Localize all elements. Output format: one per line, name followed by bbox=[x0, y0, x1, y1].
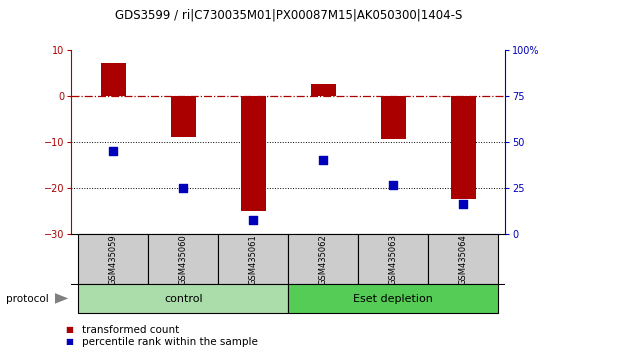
Bar bbox=[358, 234, 428, 285]
Text: ■: ■ bbox=[65, 325, 73, 335]
Point bbox=[108, 148, 118, 154]
Bar bbox=[218, 234, 288, 285]
Text: GSM435061: GSM435061 bbox=[249, 234, 258, 285]
Bar bbox=[171, 96, 195, 137]
Bar bbox=[78, 234, 148, 285]
Polygon shape bbox=[55, 293, 68, 304]
Text: GDS3599 / ri|C730035M01|PX00087M15|AK050300|1404-S: GDS3599 / ri|C730035M01|PX00087M15|AK050… bbox=[115, 9, 462, 22]
Text: transformed count: transformed count bbox=[82, 325, 180, 335]
Text: Eset depletion: Eset depletion bbox=[353, 294, 433, 304]
Bar bbox=[288, 234, 358, 285]
Text: GSM435064: GSM435064 bbox=[459, 234, 468, 285]
Point bbox=[318, 157, 328, 163]
Bar bbox=[451, 96, 476, 199]
Text: GSM435063: GSM435063 bbox=[389, 234, 398, 285]
Point bbox=[179, 185, 188, 190]
Bar bbox=[288, 284, 498, 313]
Text: GSM435062: GSM435062 bbox=[319, 234, 328, 285]
Text: GSM435060: GSM435060 bbox=[179, 234, 188, 285]
Bar bbox=[428, 234, 498, 285]
Point bbox=[388, 182, 398, 188]
Bar bbox=[311, 84, 335, 96]
Text: ■: ■ bbox=[65, 337, 73, 346]
Point bbox=[458, 201, 468, 206]
Bar bbox=[381, 96, 405, 139]
Bar bbox=[78, 284, 288, 313]
Text: protocol: protocol bbox=[6, 294, 49, 304]
Bar bbox=[148, 234, 218, 285]
Bar bbox=[241, 96, 265, 211]
Point bbox=[249, 217, 259, 223]
Text: GSM435059: GSM435059 bbox=[108, 234, 118, 285]
Text: percentile rank within the sample: percentile rank within the sample bbox=[82, 337, 259, 347]
Bar bbox=[101, 63, 125, 96]
Text: control: control bbox=[164, 294, 203, 304]
